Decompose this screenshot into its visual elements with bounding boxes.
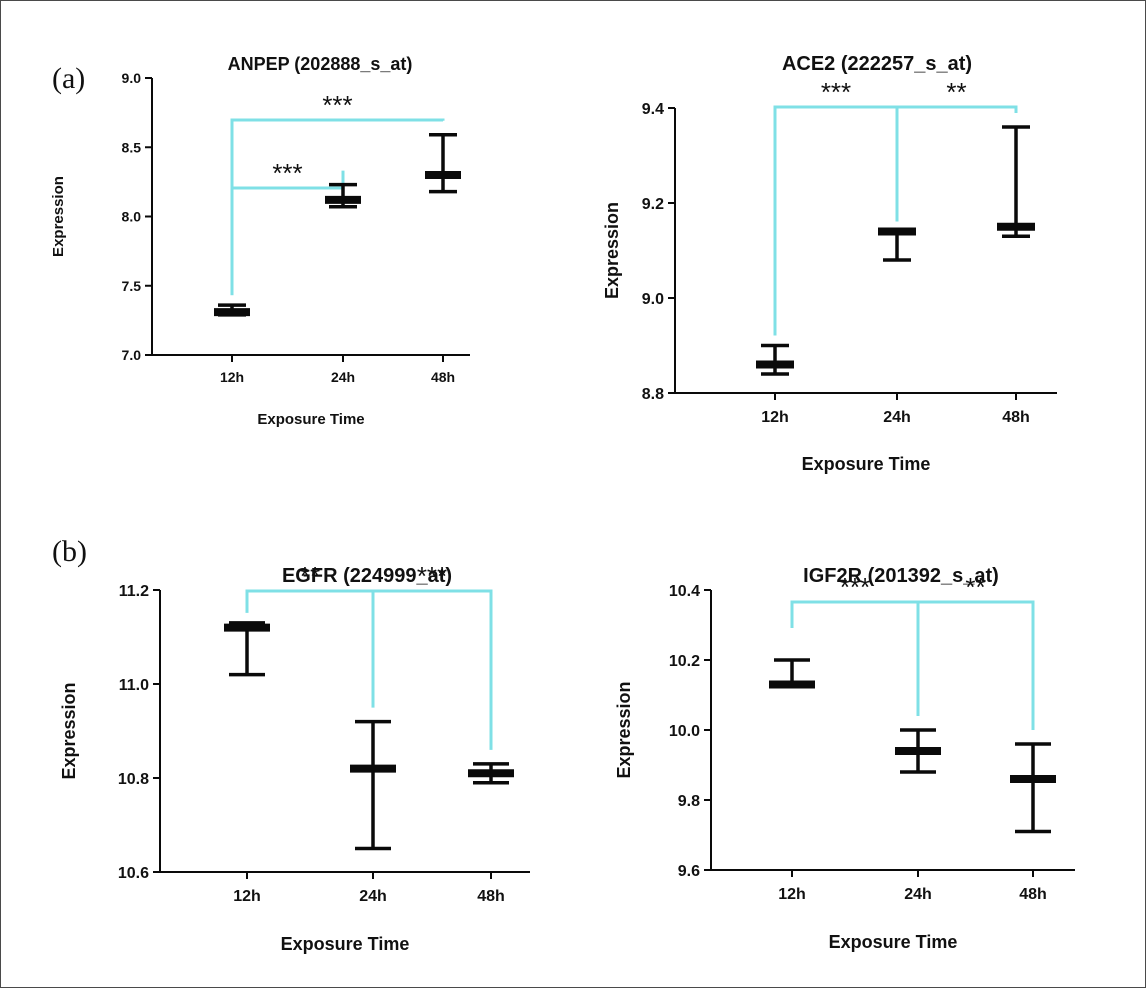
y-tick-label: 9.6 [678,863,700,880]
x-tick-label: 48h [431,369,455,385]
significance-label: *** [272,158,302,188]
significance-bracket [916,600,1035,730]
x-tick-label: 12h [778,886,806,903]
significance-bracket [790,600,920,716]
x-axis-label: Exposure Time [257,411,364,428]
significance-label: ** [965,572,985,602]
panel-label-b: (b) [52,535,87,568]
significance-label: *** [840,572,870,602]
panel-label-a: (a) [52,62,86,95]
y-tick-label: 8.8 [642,386,664,403]
y-tick-label: 9.4 [642,101,664,118]
y-axis-label: Expression [614,681,634,778]
x-axis-label: Exposure Time [829,932,958,952]
y-tick-label: 8.0 [122,209,142,225]
x-axis-label: Exposure Time [802,454,931,474]
x-tick-label: 24h [904,886,932,903]
significance-bracket [245,589,375,708]
y-tick-label: 7.0 [122,347,142,363]
significance-bracket [895,105,1018,222]
significance-label: *** [417,561,447,591]
significance-label: ** [300,561,320,591]
x-tick-label: 12h [233,888,261,905]
x-tick-label: 48h [1019,886,1047,903]
chart-title: ACE2 (222257_s_at) [782,53,972,75]
chart-title: EGFR (224999_at) [282,565,452,587]
x-tick-label: 24h [331,369,355,385]
y-tick-label: 10.6 [118,865,149,882]
significance-bracket [371,589,493,750]
x-tick-label: 12h [761,409,789,426]
y-tick-label: 9.0 [642,291,664,308]
y-axis-label: Expression [50,176,67,257]
significance-label: *** [821,77,851,107]
y-axis-label: Expression [602,202,622,299]
chart-title: IGF2R (201392_s_at) [803,565,999,587]
significance-bracket [230,170,345,296]
x-axis-label: Exposure Time [281,934,410,954]
x-tick-label: 24h [883,409,911,426]
y-tick-label: 8.5 [122,139,142,155]
x-tick-label: 24h [359,888,387,905]
y-tick-label: 7.5 [122,278,142,294]
y-axis-label: Expression [59,682,79,779]
x-tick-label: 12h [220,369,244,385]
y-tick-label: 10.2 [669,653,700,670]
y-tick-label: 10.0 [669,723,700,740]
x-tick-label: 48h [1002,409,1030,426]
significance-label: ** [946,77,966,107]
y-tick-label: 9.0 [122,70,142,86]
x-tick-label: 48h [477,888,505,905]
y-tick-label: 11.2 [119,583,149,600]
y-tick-label: 9.8 [678,793,700,810]
y-tick-label: 10.4 [669,583,700,600]
y-tick-label: 11.0 [119,677,149,694]
y-tick-label: 10.8 [118,771,149,788]
y-tick-label: 9.2 [642,196,664,213]
significance-label: *** [322,90,352,120]
chart-title: ANPEP (202888_s_at) [228,54,413,74]
